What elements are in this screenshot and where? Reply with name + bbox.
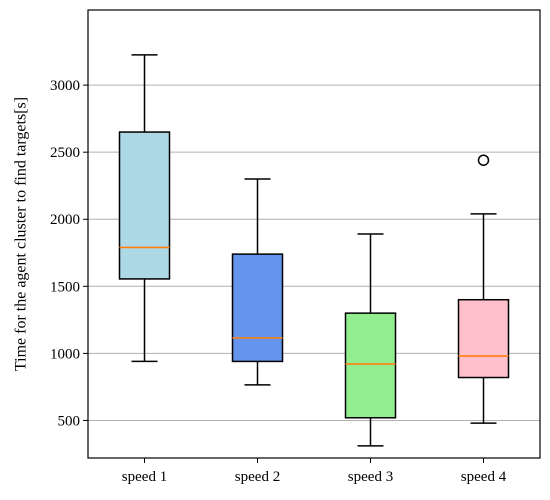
y-tick-label: 500 [58,413,81,429]
outlier-point [477,154,490,166]
y-tick-label: 1500 [50,279,80,295]
box [344,312,397,419]
plot-frame [87,9,541,459]
y-tick-label: 2000 [50,212,80,228]
x-tick-label: speed 3 [348,469,393,485]
box-group [118,54,171,363]
box [231,253,284,363]
y-tick-label: 3000 [50,78,80,94]
box [118,131,171,280]
x-axis-ticks: speed 1 speed 2 speed 3 speed 4 [122,458,507,485]
y-axis-label: Time for the agent cluster to find targe… [13,97,30,371]
x-tick-label: speed 1 [122,469,167,485]
box-group [457,154,510,424]
y-tick-label: 1000 [50,346,80,362]
y-tick-label: 2500 [50,145,80,161]
x-tick-label: speed 2 [235,469,280,485]
box [457,298,510,379]
boxes [118,54,510,447]
box-group [344,233,397,447]
x-tick-label: speed 4 [461,469,507,485]
y-axis-ticks: 500 1000 1500 2000 2500 3000 [50,78,88,429]
box-group [231,178,284,386]
